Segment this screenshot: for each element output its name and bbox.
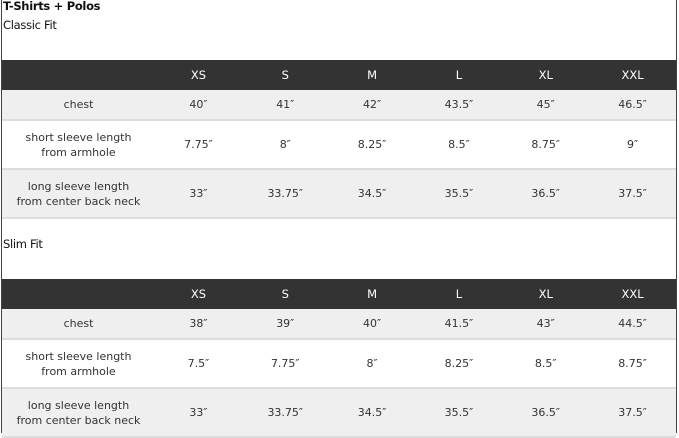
measurement-value: 8.75″ bbox=[502, 120, 590, 170]
header-blank bbox=[2, 279, 155, 309]
measurement-value: 35.5″ bbox=[415, 169, 503, 219]
page-title: T-Shirts + Polos bbox=[3, 0, 101, 13]
section-title: Classic Fit bbox=[3, 18, 57, 32]
size-header: XL bbox=[502, 279, 590, 309]
label-line: from armhole bbox=[41, 145, 116, 159]
header-row: XS S M L XL XXL bbox=[2, 60, 676, 90]
measurement-value: 8.5″ bbox=[415, 120, 503, 170]
measurement-value: 41.5″ bbox=[415, 309, 503, 340]
measurement-value: 33.75″ bbox=[241, 388, 329, 438]
measurement-value: 7.75″ bbox=[241, 339, 329, 389]
measurement-value: 35.5″ bbox=[415, 388, 503, 438]
measurement-value: 8″ bbox=[241, 120, 329, 170]
measurement-label: short sleeve length from armhole bbox=[2, 120, 155, 170]
measurement-value: 40″ bbox=[155, 90, 242, 121]
size-header: XL bbox=[502, 60, 590, 90]
measurement-label: short sleeve length from armhole bbox=[2, 339, 155, 389]
measurement-value: 42″ bbox=[328, 90, 416, 121]
section-title: Slim Fit bbox=[3, 237, 43, 251]
slim-fit-table: XS S M L XL XXL chest 38″ 39″ 40″ 41.5″ 43″ 44.5″ sho… bbox=[2, 279, 676, 438]
header-row: XS S M L XL XXL bbox=[2, 279, 676, 309]
measurement-value: 41″ bbox=[241, 90, 329, 121]
measurement-value: 38″ bbox=[155, 309, 242, 340]
measurement-value: 46.5″ bbox=[589, 90, 676, 121]
table-row: short sleeve length from armhole 7.75″ 8″ 8.… bbox=[2, 120, 676, 170]
measurement-value: 34.5″ bbox=[328, 169, 416, 219]
label-line: from armhole bbox=[41, 364, 116, 378]
table-row: chest 38″ 39″ 40″ 41.5″ 43″ 44.5″ bbox=[2, 309, 676, 340]
measurement-value: 39″ bbox=[241, 309, 329, 340]
measurement-value: 33.75″ bbox=[241, 169, 329, 219]
measurement-value: 37.5″ bbox=[589, 169, 676, 219]
size-header: L bbox=[415, 279, 503, 309]
label-line: from center back neck bbox=[16, 413, 141, 427]
measurement-value: 33″ bbox=[155, 388, 242, 438]
measurement-value: 8.75″ bbox=[589, 339, 676, 389]
label-line: short sleeve length bbox=[25, 130, 132, 144]
size-header: XS bbox=[155, 279, 242, 309]
size-header: XXL bbox=[589, 60, 676, 90]
label-line: from center back neck bbox=[16, 194, 141, 208]
size-header: XS bbox=[155, 60, 242, 90]
label-line: chest bbox=[63, 317, 94, 330]
label-line: chest bbox=[63, 98, 94, 111]
label-line: short sleeve length bbox=[25, 349, 132, 363]
measurement-value: 43″ bbox=[502, 309, 590, 340]
measurement-label: chest bbox=[2, 90, 155, 121]
measurement-label: chest bbox=[2, 309, 155, 340]
measurement-value: 40″ bbox=[328, 309, 416, 340]
size-header: S bbox=[241, 279, 329, 309]
size-header: M bbox=[328, 60, 416, 90]
measurement-value: 8.25″ bbox=[415, 339, 503, 389]
size-header: S bbox=[241, 60, 329, 90]
measurement-value: 36.5″ bbox=[502, 388, 590, 438]
measurement-label: long sleeve length from center back neck bbox=[2, 169, 155, 219]
measurement-value: 33″ bbox=[155, 169, 242, 219]
size-header: XXL bbox=[589, 279, 676, 309]
measurement-label: long sleeve length from center back neck bbox=[2, 388, 155, 438]
label-line: long sleeve length bbox=[27, 398, 130, 412]
measurement-value: 37.5″ bbox=[589, 388, 676, 438]
header-blank bbox=[2, 60, 155, 90]
measurement-value: 44.5″ bbox=[589, 309, 676, 340]
table-row: chest 40″ 41″ 42″ 43.5″ 45″ 46.5″ bbox=[2, 90, 676, 121]
table-row: short sleeve length from armhole 7.5″ 7.75″… bbox=[2, 339, 676, 389]
label-line: long sleeve length bbox=[27, 179, 130, 193]
measurement-value: 8″ bbox=[328, 339, 416, 389]
measurement-value: 7.5″ bbox=[155, 339, 242, 389]
measurement-value: 34.5″ bbox=[328, 388, 416, 438]
size-header: L bbox=[415, 60, 503, 90]
measurement-value: 43.5″ bbox=[415, 90, 503, 121]
measurement-value: 9″ bbox=[589, 120, 676, 170]
size-header: M bbox=[328, 279, 416, 309]
measurement-value: 36.5″ bbox=[502, 169, 590, 219]
measurement-value: 7.75″ bbox=[155, 120, 242, 170]
table-row: long sleeve length from center back neck 3… bbox=[2, 388, 676, 438]
classic-fit-table: XS S M L XL XXL chest 40″ 41″ 42″ 43.5″ 45″ 46.5″ sho… bbox=[2, 60, 676, 219]
measurement-value: 8.5″ bbox=[502, 339, 590, 389]
measurement-value: 45″ bbox=[502, 90, 590, 121]
measurement-value: 8.25″ bbox=[328, 120, 416, 170]
table-row: long sleeve length from center back neck 3… bbox=[2, 169, 676, 219]
